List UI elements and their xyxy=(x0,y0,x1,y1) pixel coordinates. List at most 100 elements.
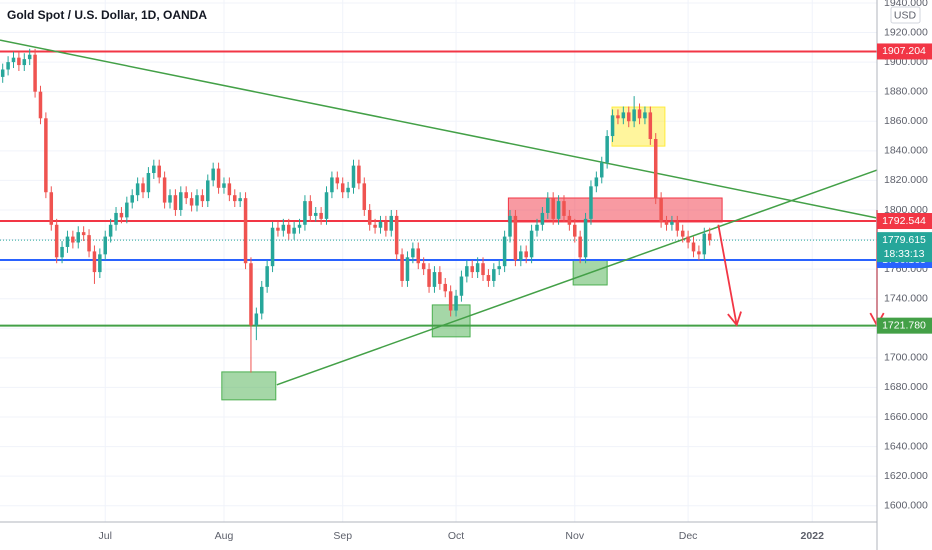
candle-body xyxy=(373,224,377,228)
price-label: 1779.615 xyxy=(882,234,926,246)
x-tick-label: 2022 xyxy=(801,530,825,542)
candle-body xyxy=(508,215,512,237)
candle-body xyxy=(448,291,453,311)
candle-body xyxy=(465,266,469,277)
candle-body xyxy=(119,212,124,218)
candle-body xyxy=(540,212,545,225)
candle-body xyxy=(249,263,253,326)
candle-body xyxy=(702,233,707,255)
candle-body xyxy=(357,165,361,184)
candle-body xyxy=(400,254,404,281)
candle-body xyxy=(54,224,59,258)
candle-body xyxy=(87,235,91,252)
candle-body xyxy=(632,109,636,122)
candle-body xyxy=(546,198,550,213)
price-label: 1907.204 xyxy=(882,45,926,57)
candle-body xyxy=(259,286,264,314)
candle-body xyxy=(621,112,626,119)
y-tick-label: 1940.000 xyxy=(884,0,928,9)
currency-box xyxy=(890,6,921,24)
candle-body xyxy=(600,162,604,178)
candle-body xyxy=(481,263,485,276)
candle-body xyxy=(319,212,323,219)
x-tick-label: Nov xyxy=(565,530,584,542)
zone-box xyxy=(507,197,723,223)
candle-body xyxy=(189,198,194,206)
candle-body xyxy=(562,201,566,216)
candle-body xyxy=(389,215,394,231)
candle-body xyxy=(141,183,145,193)
candle-body xyxy=(697,251,701,255)
y-tick-label: 1600.000 xyxy=(884,500,928,512)
candle-body xyxy=(265,266,269,287)
arrow xyxy=(717,224,742,327)
candle-body xyxy=(49,192,54,225)
candle-body xyxy=(416,248,421,264)
x-tick-label: Dec xyxy=(679,530,698,542)
candle-body xyxy=(313,212,318,216)
candle-body xyxy=(11,57,16,63)
candle-body xyxy=(179,192,183,210)
candle-body xyxy=(195,195,199,206)
candle-body xyxy=(17,57,21,66)
candle-body xyxy=(6,62,10,70)
candle-body xyxy=(578,236,582,258)
candle-body xyxy=(157,165,161,178)
candle-body xyxy=(610,115,615,137)
candle-body xyxy=(573,224,577,237)
candle-body xyxy=(686,236,690,243)
countdown: 18:33:13 xyxy=(884,248,925,260)
candle-body xyxy=(286,224,291,234)
candle-body xyxy=(340,183,345,193)
candle-body xyxy=(346,187,350,193)
candle-body xyxy=(324,192,329,219)
candle-body xyxy=(276,227,280,231)
candle-body xyxy=(81,232,86,236)
candle-body xyxy=(454,295,458,311)
candle-body xyxy=(173,195,178,210)
candle-body xyxy=(583,218,588,258)
candle-body xyxy=(405,257,410,281)
price-label-box xyxy=(877,232,932,263)
candle-body xyxy=(44,118,48,193)
candle-body xyxy=(0,69,5,77)
candle-body xyxy=(152,165,156,174)
currency: USD xyxy=(894,9,917,21)
candle-body xyxy=(270,227,275,267)
candle-body xyxy=(626,112,631,122)
axes: 1600.000 1620.000 1640.000 1660.000 1680.000… xyxy=(99,0,932,542)
candle-body xyxy=(432,272,437,287)
candle-body xyxy=(351,165,356,188)
candle-body xyxy=(292,227,296,234)
candle-body xyxy=(670,221,674,225)
candle-body xyxy=(567,215,572,225)
candle-body xyxy=(459,276,464,296)
candle-body xyxy=(200,195,205,202)
y-tick-label: 1740.000 xyxy=(884,292,928,304)
x-tick-label: Aug xyxy=(215,530,234,542)
candle-body xyxy=(605,136,609,163)
candle-body xyxy=(497,266,501,270)
candle-body xyxy=(254,313,259,326)
candle-body xyxy=(216,168,221,188)
candle-body xyxy=(233,195,237,202)
candle-body xyxy=(707,233,712,241)
candle-body xyxy=(427,269,431,287)
trendline xyxy=(276,169,878,386)
candle-body xyxy=(108,224,113,237)
candle-body xyxy=(524,251,528,258)
y-tick-label: 1700.000 xyxy=(884,352,928,364)
candle-body xyxy=(303,201,307,225)
y-tick-label: 1820.000 xyxy=(884,174,928,186)
candle-body xyxy=(297,224,302,228)
candle-body xyxy=(648,112,653,140)
candle-body xyxy=(411,248,415,258)
candle-body xyxy=(529,230,534,258)
x-tick-label: Jul xyxy=(99,530,112,542)
candle-body xyxy=(184,192,188,199)
candle-body xyxy=(206,180,210,202)
candle-body xyxy=(22,59,27,66)
candle-body xyxy=(211,168,215,181)
candle-body xyxy=(125,202,129,218)
candle-body xyxy=(643,112,647,119)
